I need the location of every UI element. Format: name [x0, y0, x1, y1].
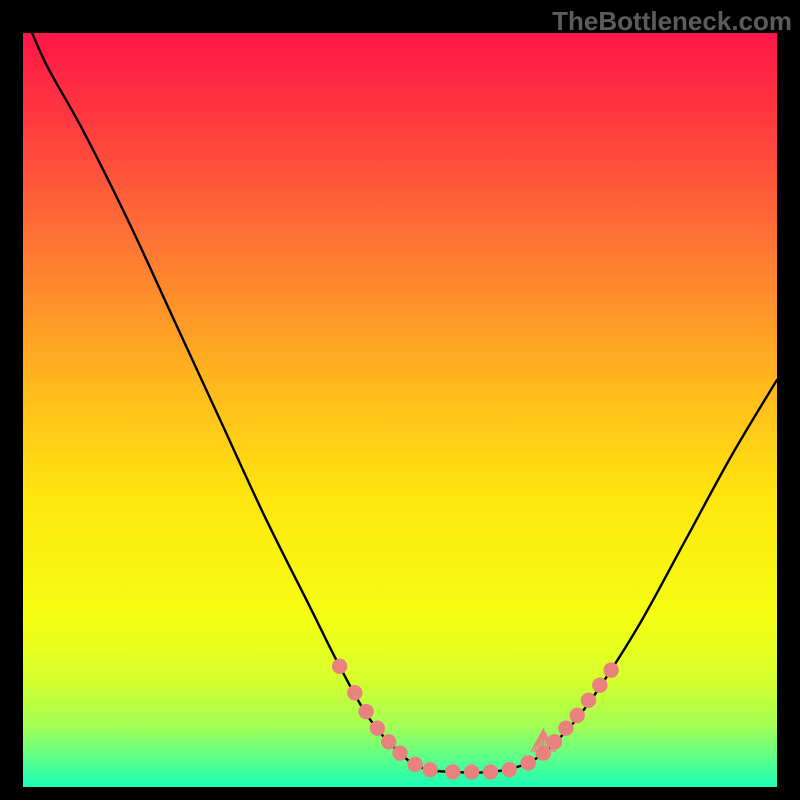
- data-marker: [348, 686, 362, 700]
- data-marker: [370, 721, 384, 735]
- gradient-background: [23, 33, 777, 787]
- data-marker: [423, 762, 437, 776]
- data-marker: [483, 765, 497, 779]
- data-marker: [604, 663, 618, 677]
- data-marker: [332, 659, 346, 673]
- data-marker: [446, 765, 460, 779]
- data-marker: [547, 735, 561, 749]
- data-marker: [536, 746, 550, 760]
- data-marker: [502, 762, 516, 776]
- data-marker: [521, 756, 535, 770]
- plot-area: [23, 33, 777, 787]
- watermark-text: TheBottleneck.com: [552, 6, 792, 37]
- data-marker: [464, 765, 478, 779]
- data-marker: [570, 708, 584, 722]
- data-marker: [581, 693, 595, 707]
- data-marker: [408, 757, 422, 771]
- data-marker: [393, 746, 407, 760]
- chart-svg: [23, 33, 777, 787]
- data-marker: [593, 678, 607, 692]
- data-marker: [559, 721, 573, 735]
- data-marker: [381, 735, 395, 749]
- data-marker: [359, 704, 373, 718]
